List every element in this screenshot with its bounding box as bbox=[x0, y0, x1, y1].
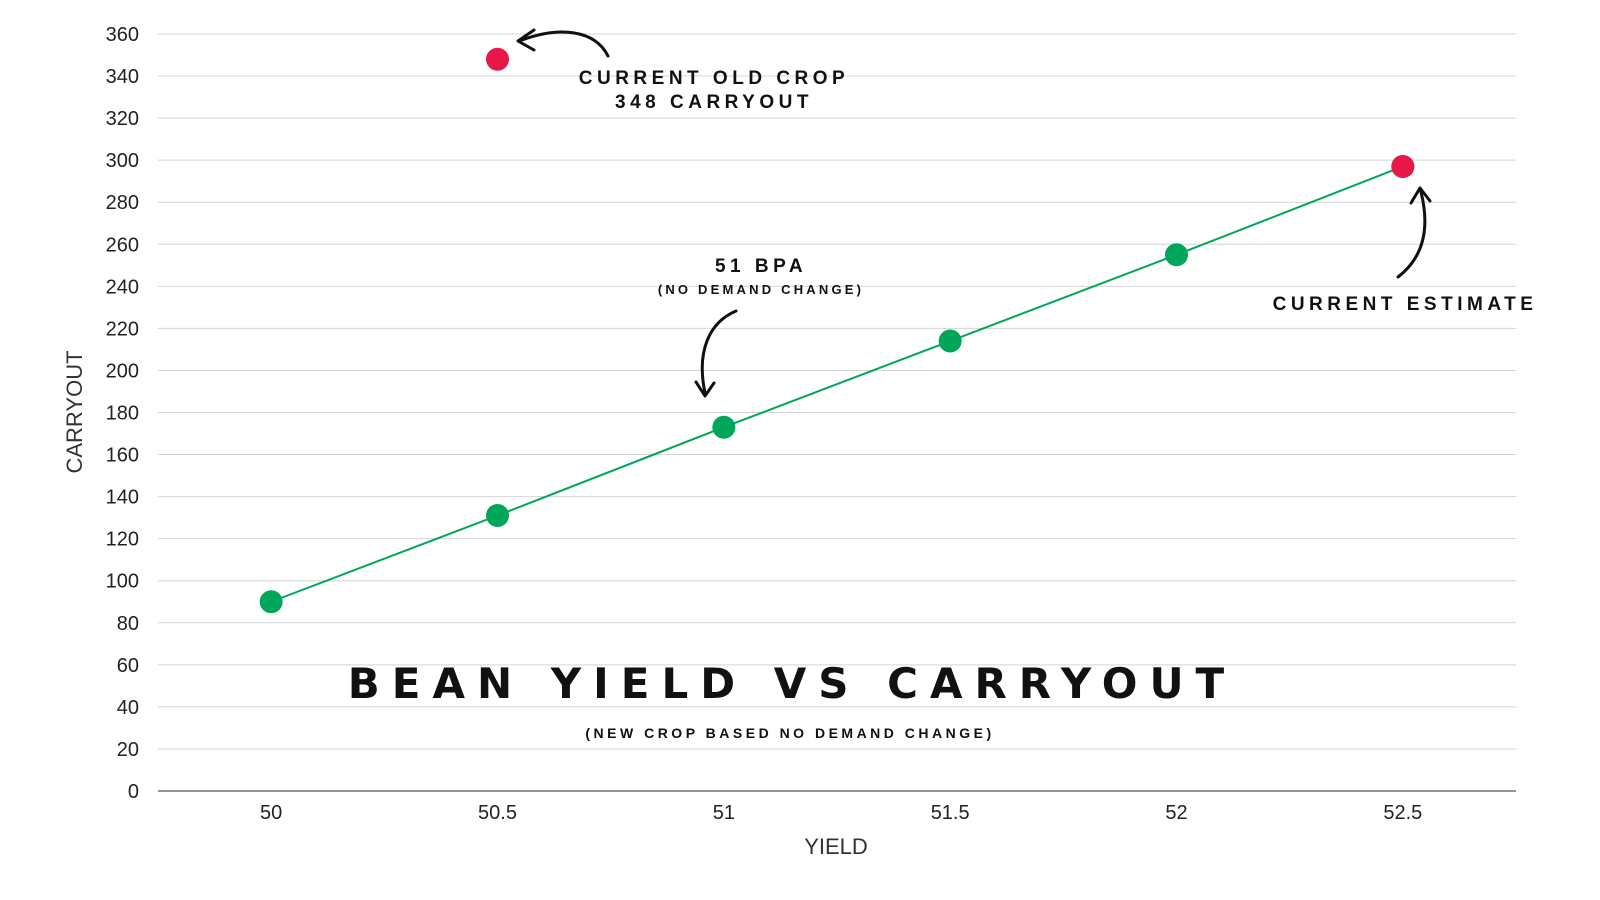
data-point bbox=[712, 415, 736, 439]
y-tick-label: 140 bbox=[106, 487, 139, 509]
highlight-point bbox=[1391, 154, 1415, 178]
arrowhead-icon bbox=[1409, 186, 1432, 205]
x-tick-label: 52.5 bbox=[1383, 802, 1422, 824]
highlight-point bbox=[486, 47, 509, 71]
y-tick-label: 100 bbox=[106, 571, 139, 593]
y-tick-label: 20 bbox=[117, 739, 139, 761]
data-point bbox=[486, 504, 509, 528]
data-series bbox=[259, 47, 1415, 614]
y-tick-label: 260 bbox=[106, 234, 139, 256]
y-tick-label: 340 bbox=[106, 66, 139, 88]
y-tick-label: 240 bbox=[106, 276, 139, 298]
series-line bbox=[270, 165, 1404, 603]
x-axis-ticks: 50 50.5 51 51.5 52 52.5 bbox=[260, 802, 1422, 824]
data-point bbox=[938, 329, 962, 353]
y-tick-label: 160 bbox=[106, 445, 139, 467]
annotation-old-crop-line1: CURRENT OLD CROP bbox=[579, 68, 849, 89]
curved-arrow-icon bbox=[1396, 190, 1427, 279]
annotation-51-bpa: 51 BPA bbox=[715, 256, 807, 277]
chart-subtitle: (NEW CROP BASED NO DEMAND CHANGE) bbox=[585, 725, 994, 741]
chart-title: BEAN YIELD VS CARRYOUT bbox=[348, 659, 1236, 708]
y-tick-label: 200 bbox=[106, 360, 139, 382]
x-tick-label: 50 bbox=[260, 802, 282, 824]
x-axis-title: YIELD bbox=[804, 834, 868, 859]
curved-arrow-icon bbox=[700, 309, 738, 395]
y-axis-ticks: 0 20 40 60 80 100 120 140 160 180 200 220 240 260 280 3… bbox=[106, 24, 139, 803]
y-tick-label: 40 bbox=[117, 697, 139, 719]
y-tick-label: 320 bbox=[106, 108, 139, 130]
gridlines bbox=[158, 33, 1516, 750]
arrowhead-icon bbox=[694, 380, 716, 398]
y-tick-label: 280 bbox=[106, 192, 139, 214]
y-tick-label: 220 bbox=[106, 318, 139, 340]
arrowhead-icon bbox=[516, 28, 536, 52]
annotation-old-crop-line2: 348 CARRYOUT bbox=[615, 92, 813, 113]
x-tick-label: 52 bbox=[1165, 802, 1187, 824]
y-tick-label: 300 bbox=[106, 150, 139, 172]
y-tick-label: 360 bbox=[106, 24, 139, 46]
x-tick-label: 51.5 bbox=[931, 802, 970, 824]
x-tick-label: 50.5 bbox=[478, 802, 517, 824]
annotation-51-bpa-note: (NO DEMAND CHANGE) bbox=[658, 282, 864, 297]
y-tick-label: 0 bbox=[128, 781, 139, 803]
y-tick-label: 180 bbox=[106, 403, 139, 425]
data-point bbox=[1165, 243, 1188, 267]
data-point bbox=[259, 590, 283, 614]
y-tick-label: 120 bbox=[106, 529, 139, 551]
y-tick-label: 60 bbox=[117, 655, 139, 677]
annotation-current-estimate: CURRENT ESTIMATE bbox=[1273, 294, 1538, 315]
x-tick-label: 51 bbox=[713, 802, 735, 824]
y-axis-title: CARRYOUT bbox=[62, 350, 87, 473]
curved-arrow-icon bbox=[520, 30, 610, 58]
y-tick-label: 80 bbox=[117, 613, 139, 635]
